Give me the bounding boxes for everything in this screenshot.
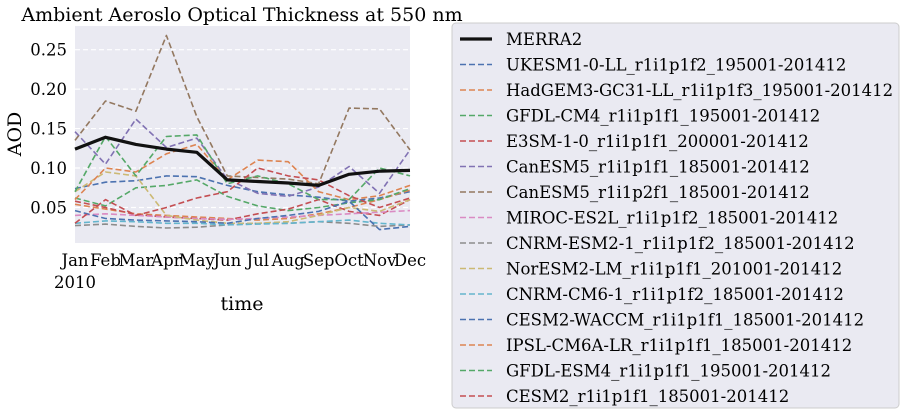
legend-label: NorESM2-LM_r1i1p1f1_201001-201412: [506, 260, 842, 279]
y-axis-label: AOD: [4, 112, 26, 158]
series-line: [74, 175, 411, 202]
y-tick-label: 0.05: [30, 198, 67, 217]
legend-label: GFDL-ESM4_r1i1p1f1_195001-201412: [506, 362, 831, 381]
series-line: [74, 135, 411, 187]
legend-label: UKESM1-0-LL_r1i1p1f2_195001-201412: [506, 56, 846, 75]
legend-label: CanESM5_r1i1p1f1_185001-201412: [506, 158, 810, 177]
legend-items: MERRA2 UKESM1-0-LL_r1i1p1f2_195001-201412…: [460, 30, 893, 406]
legend: MERRA2 UKESM1-0-LL_r1i1p1f2_195001-201412…: [451, 22, 900, 409]
x-tick-label: Aug: [271, 251, 306, 270]
legend-label: CESM2_r1i1p1f1_185001-201412: [506, 387, 789, 406]
series-line: [74, 200, 411, 231]
x-year-label: 2010: [54, 273, 96, 292]
y-tick-labels: 0.05 0.10 0.15 0.20 0.25: [30, 41, 67, 218]
legend-label: MIROC-ES2L_r1i1p1f2_185001-201412: [506, 209, 838, 228]
legend-label: CanESM5_r1i1p2f1_185001-201412: [506, 183, 810, 202]
legend-frame: [451, 22, 900, 409]
legend-label: IPSL-CM6A-LR_r1i1p1f1_185001-201412: [506, 336, 852, 355]
series-lines: [74, 34, 411, 231]
x-tick-label: Nov: [363, 251, 397, 270]
x-tick-label: Apr: [150, 251, 181, 270]
y-tick-label: 0.15: [30, 120, 67, 139]
legend-label: HadGEM3-GC31-LL_r1i1p1f3_195001-201412: [506, 81, 893, 100]
series-line: [74, 171, 411, 225]
x-tick-label: Sep: [303, 251, 335, 270]
x-tick-label: Jun: [211, 251, 241, 270]
legend-label: MERRA2: [506, 30, 582, 49]
x-tick-label: Oct: [334, 251, 364, 270]
x-tick-label: Mar: [119, 251, 154, 270]
series-line: [74, 143, 411, 201]
x-axis-label: time: [221, 293, 264, 315]
legend-label: CNRM-ESM2-1_r1i1p1f2_185001-201412: [506, 234, 855, 253]
x-tick-label: Jul: [244, 251, 269, 270]
chart-title: Ambient Aeroslo Optical Thickness at 550…: [20, 4, 462, 26]
legend-label: CESM2-WACCM_r1i1p1f1_185001-201412: [506, 311, 864, 330]
legend-label: CNRM-CM6-1_r1i1p1f2_185001-201412: [506, 285, 844, 304]
legend-label: E3SM-1-0_r1i1p1f1_200001-201412: [506, 132, 809, 151]
series-line: [74, 167, 411, 224]
x-tick-label: Dec: [394, 251, 426, 270]
series-line: [74, 209, 411, 221]
y-tick-label: 0.20: [30, 80, 67, 99]
x-tick-label: Feb: [90, 251, 121, 270]
series-line: [74, 34, 411, 185]
y-tick-label: 0.25: [30, 41, 67, 60]
x-tick-label: May: [179, 251, 216, 270]
series-line: [74, 118, 411, 198]
x-tick-label: Jan: [59, 251, 88, 270]
y-tick-label: 0.10: [30, 159, 67, 178]
series-line: [74, 219, 411, 226]
legend-label: GFDL-CM4_r1i1p1f1_195001-201412: [506, 107, 820, 126]
series-line: [74, 179, 411, 212]
